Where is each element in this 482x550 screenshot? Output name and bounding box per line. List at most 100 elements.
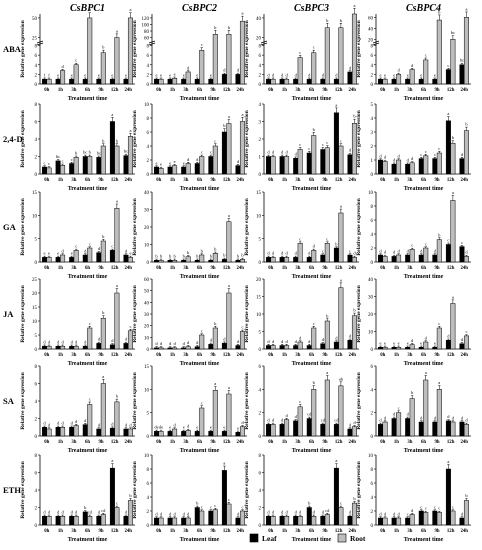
y-tick-label: 2	[371, 145, 374, 150]
root-bar	[270, 257, 276, 263]
root-significance-letter: d	[272, 339, 275, 344]
root-bar	[46, 257, 52, 263]
root-significance-letter: b	[201, 248, 204, 253]
root-bar	[46, 516, 52, 526]
x-tick-label: 1h	[282, 88, 287, 93]
leaf-significance-letter: e	[71, 251, 73, 256]
leaf-bar	[378, 159, 384, 175]
x-tick-label: 3h	[71, 88, 76, 93]
root-bar	[382, 421, 388, 437]
legend-leaf-swatch	[249, 533, 259, 543]
x-axis-label: Treatment time	[68, 448, 108, 454]
y-tick-label: 8	[35, 365, 38, 370]
x-tick-label: 12h	[335, 440, 343, 445]
leaf-significance-letter: d	[155, 511, 158, 516]
root-significance-letter: a	[241, 11, 243, 16]
root-significance-letter: d	[61, 64, 64, 69]
x-tick-label: 1h	[394, 440, 399, 445]
legend: Leaf Root	[249, 533, 366, 543]
root-significance-letter: a	[228, 213, 230, 218]
leaf-bar	[391, 78, 397, 85]
leaf-bar	[181, 260, 187, 263]
leaf-significance-letter: b	[210, 254, 213, 259]
root-significance-letter: d	[48, 340, 51, 345]
y-tick-label: 10	[144, 103, 150, 108]
leaf-bar	[347, 428, 353, 437]
root-significance-letter: d	[272, 150, 275, 155]
y-tick-label: 2	[371, 510, 374, 515]
root-bar	[212, 390, 218, 437]
x-tick-label: 0h	[156, 353, 161, 358]
leaf-significance-letter: b	[308, 501, 311, 506]
root-significance-letter: d	[285, 413, 288, 418]
y-tick-label: 8	[147, 45, 150, 50]
y-tick-label: 0	[147, 524, 150, 529]
root-bar	[423, 59, 429, 85]
x-tick-label: 1h	[170, 266, 175, 271]
leaf-bar	[154, 166, 160, 175]
root-bar	[172, 347, 178, 350]
y-tick-label: 6	[147, 131, 150, 136]
leaf-significance-letter: d	[461, 152, 464, 157]
root-significance-letter: c	[398, 405, 400, 410]
x-tick-label: 24h	[460, 178, 468, 183]
root-significance-letter: b	[241, 253, 244, 258]
root-bar	[409, 162, 415, 175]
leaf-significance-letter: e	[210, 72, 212, 77]
x-tick-label: 3h	[407, 440, 412, 445]
root-significance-letter: cd	[325, 508, 330, 513]
leaf-significance-letter: d	[98, 246, 101, 251]
gene-titles: CsBPC1 CsBPC2 CsBPC3 CsBPC4	[70, 3, 441, 14]
root-bar	[158, 431, 164, 437]
x-tick-label: 24h	[236, 266, 244, 271]
y-tick-label: 6	[259, 54, 262, 59]
x-tick-label: 9h	[99, 440, 104, 445]
x-axis-label: Treatment time	[404, 96, 444, 102]
leaf-significance-letter: e	[196, 72, 198, 77]
root-bar	[324, 243, 330, 263]
leaf-bar	[293, 345, 299, 350]
root-significance-letter: d	[272, 510, 275, 515]
root-bar	[73, 157, 79, 175]
root-bar	[212, 34, 218, 85]
y-axis-label: Relative gene expression	[356, 461, 362, 518]
leaf-significance-letter: d	[210, 338, 213, 343]
leaf-significance-letter: d	[223, 68, 226, 73]
x-tick-label: 9h	[323, 440, 328, 445]
y-tick-label: 0	[35, 83, 38, 88]
root-significance-letter: b	[313, 127, 316, 132]
x-tick-label: 9h	[211, 88, 216, 93]
leaf-bar	[96, 252, 102, 263]
x-tick-label: 6h	[309, 266, 314, 271]
root-bar	[450, 510, 456, 526]
x-tick-label: 6h	[85, 178, 90, 183]
root-bar	[311, 389, 317, 437]
root-bar	[158, 517, 164, 526]
leaf-bar	[154, 260, 160, 263]
x-tick-label: 6h	[309, 440, 314, 445]
leaf-bar	[123, 78, 129, 85]
root-significance-letter: c	[438, 506, 440, 511]
leaf-significance-letter: d	[71, 421, 74, 426]
y-tick-label: 20	[144, 325, 150, 330]
root-significance-letter: e	[398, 341, 400, 346]
leaf-significance-letter: d	[447, 334, 450, 339]
leaf-significance-letter: d	[308, 339, 311, 344]
leaf-bar	[82, 424, 88, 437]
leaf-bar	[55, 257, 61, 263]
legend-root-swatch	[337, 533, 347, 543]
x-tick-label: 6h	[309, 353, 314, 358]
root-significance-letter: a	[129, 128, 131, 133]
root-bar	[311, 135, 317, 175]
leaf-significance-letter: e	[223, 425, 225, 430]
root-significance-letter: b	[102, 45, 105, 50]
x-tick-label: 9h	[435, 440, 440, 445]
y-axis-label: Relative gene expression	[20, 20, 26, 77]
leaf-significance-letter: d	[322, 337, 325, 342]
y-tick-label: 1	[259, 156, 262, 161]
leaf-bar	[167, 517, 173, 526]
leaf-bar	[221, 470, 227, 526]
leaf-bar	[320, 78, 326, 85]
